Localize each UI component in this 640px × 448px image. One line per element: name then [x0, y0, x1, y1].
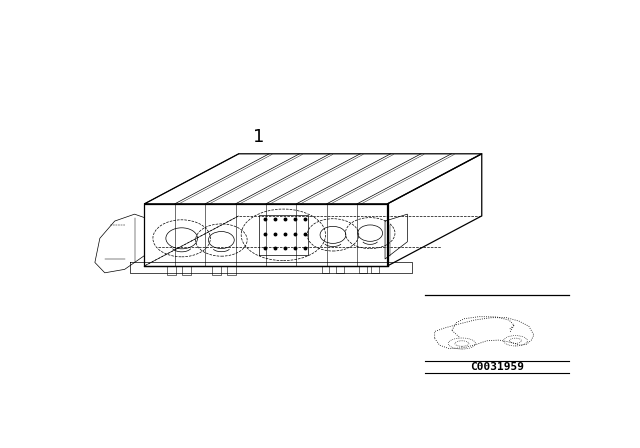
Text: C0031959: C0031959 [470, 362, 524, 372]
Text: 1: 1 [253, 128, 264, 146]
